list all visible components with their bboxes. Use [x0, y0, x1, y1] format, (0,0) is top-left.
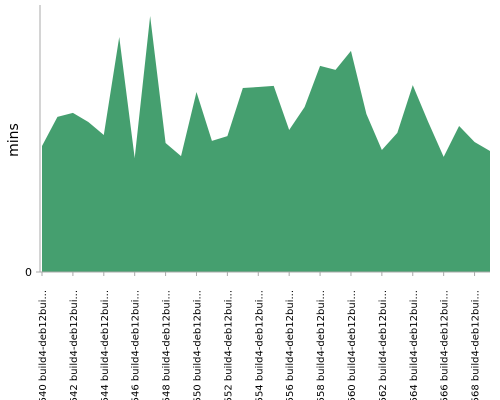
area — [42, 15, 490, 272]
x-tick-label: #558 build4-deb12bui... — [316, 290, 327, 400]
x-tick-label: #564 build4-deb12bui... — [409, 290, 420, 400]
x-tick-label: #552 build4-deb12bui... — [223, 290, 234, 400]
y-axis-label: mins — [6, 123, 22, 157]
x-tick-label: #548 build4-deb12bui... — [162, 290, 173, 400]
x-tick-label: #562 build4-deb12bui... — [378, 290, 389, 400]
x-tick-label: #554 build4-deb12bui... — [254, 290, 265, 400]
x-tick-label: #546 build4-deb12bui... — [131, 290, 142, 400]
x-tick-label: #550 build4-deb12bui... — [192, 290, 203, 400]
x-tick-label: #566 build4-deb12bui... — [440, 290, 451, 400]
x-tick-label: #556 build4-deb12bui... — [285, 290, 296, 400]
x-tick-label: #568 build4-deb12bui... — [471, 290, 482, 400]
x-tick-label: #542 build4-deb12bui... — [69, 290, 80, 400]
y-tick-label: 0 — [25, 266, 32, 279]
x-tick-label: #560 build4-deb12bui... — [347, 290, 358, 400]
x-tick-label: #544 build4-deb12bui... — [100, 290, 111, 400]
x-tick-label: #540 build4-deb12bui... — [38, 290, 49, 400]
